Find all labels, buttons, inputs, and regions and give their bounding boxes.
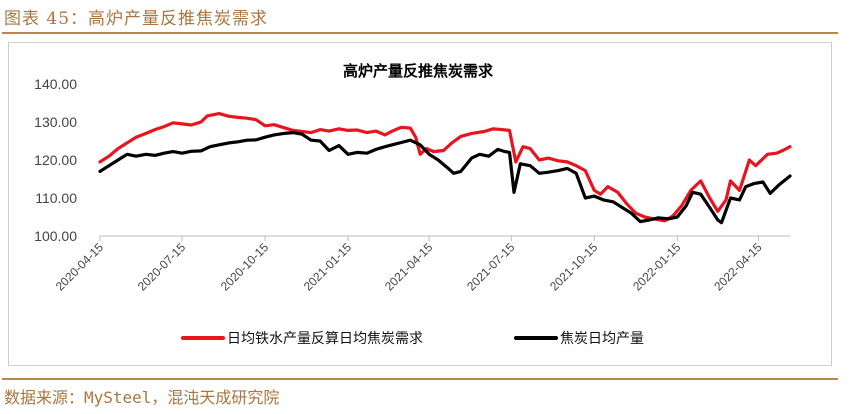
- figure-caption: 图表 45：高炉产量反推焦炭需求: [4, 9, 269, 29]
- series-group: [98, 112, 792, 225]
- series-line-black: [98, 131, 792, 225]
- y-tick-label: 140.00: [34, 76, 77, 92]
- y-tick-label: 110.00: [35, 190, 77, 206]
- y-tick-label: 130.00: [34, 114, 77, 130]
- caption-rule: [2, 32, 838, 34]
- x-tick-label: 2021-07-15: [464, 240, 518, 294]
- legend-label: 日均铁水产量反算日均焦炭需求: [227, 331, 423, 347]
- chart-frame: [8, 42, 832, 366]
- x-tick-label: 2021-10-15: [547, 240, 601, 294]
- y-tick-label: 120.00: [34, 152, 77, 168]
- x-tick-label: 2020-07-15: [135, 240, 189, 294]
- x-tick-label: 2021-04-15: [382, 240, 436, 294]
- legend-label: 焦炭日均产量: [560, 331, 644, 347]
- series-line-red: [98, 112, 792, 223]
- x-tick-label: 2022-01-15: [630, 240, 684, 294]
- y-axis: 100.00 110.00 120.00 130.00 140.00: [34, 76, 77, 244]
- source-rule: [2, 378, 838, 380]
- x-tick-label: 2022-04-15: [711, 240, 765, 294]
- source-note: 数据来源：MySteel，混沌天成研究院: [4, 388, 280, 407]
- x-tick-label: 2021-01-15: [301, 240, 355, 294]
- chart-title: 高炉产量反推焦炭需求: [343, 62, 494, 80]
- x-tick-label: 2020-10-15: [218, 240, 272, 294]
- legend: 日均铁水产量反算日均焦炭需求 焦炭日均产量: [181, 331, 644, 347]
- y-tick-label: 100.00: [34, 228, 77, 244]
- x-axis: 2020-04-15 2020-07-15 2020-10-15 2021-01-15…: [53, 235, 790, 294]
- x-tick-label: 2020-04-15: [53, 240, 107, 294]
